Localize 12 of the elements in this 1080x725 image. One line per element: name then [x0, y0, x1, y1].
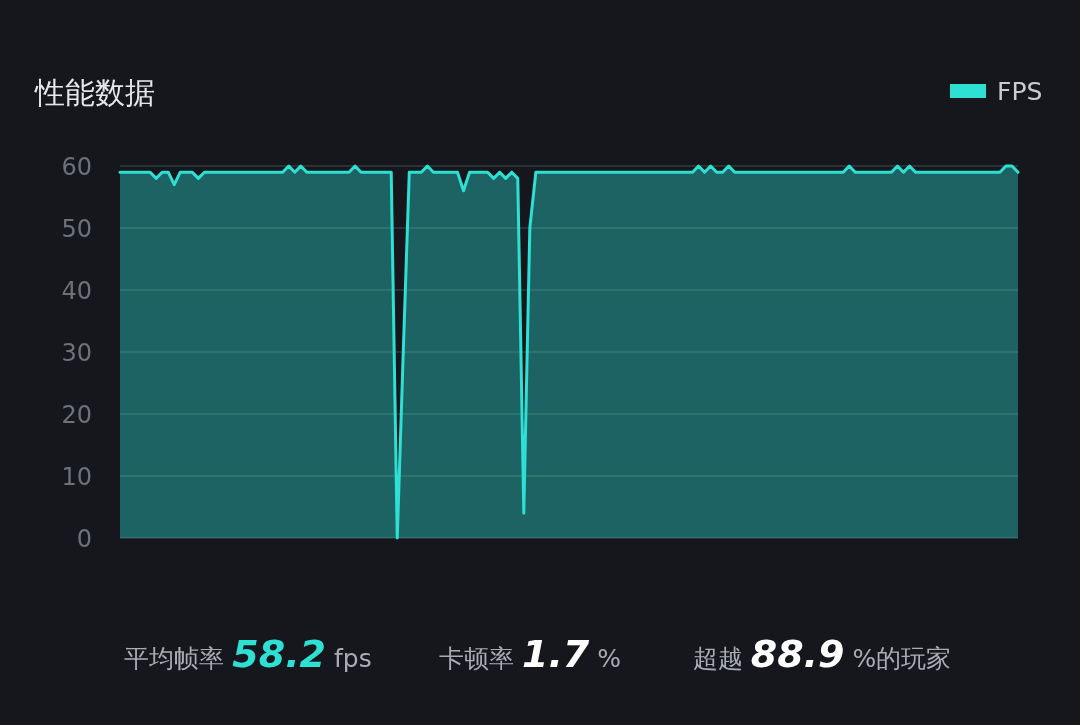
y-tick-label: 50: [61, 215, 92, 243]
legend-label: FPS: [997, 77, 1043, 106]
text: 超越 88.9 %的玩家: [692, 632, 952, 676]
y-tick-label: 20: [61, 401, 92, 429]
y-tick-label: 10: [61, 463, 92, 491]
y-tick-label: 0: [76, 525, 92, 553]
y-tick-label: 60: [61, 153, 92, 181]
y-tick-label: 30: [61, 339, 92, 367]
chart-title: 性能数据: [34, 75, 155, 110]
text: 卡顿率 1.7 %: [439, 632, 621, 676]
y-tick-label: 40: [61, 277, 92, 305]
text: 平均帧率 58.2 fps: [124, 632, 372, 676]
